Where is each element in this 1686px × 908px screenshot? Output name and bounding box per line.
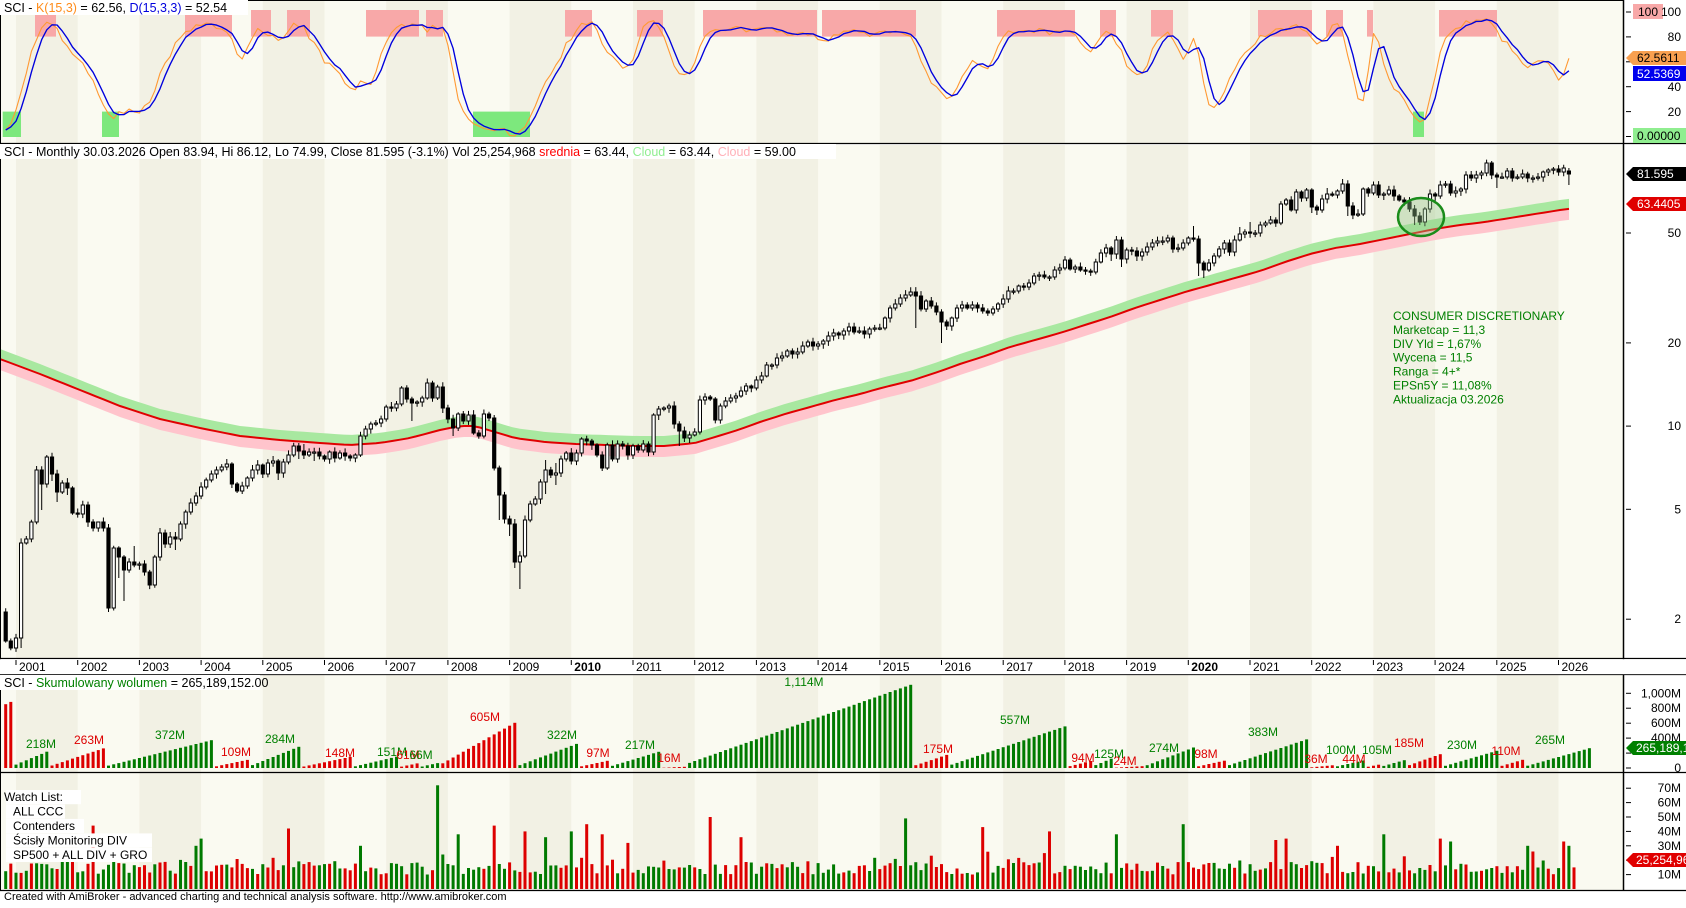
svg-text:EPSn5Y = 11,08%: EPSn5Y = 11,08%	[1393, 379, 1492, 393]
svg-text:185M: 185M	[1394, 736, 1424, 750]
svg-text:40M: 40M	[1658, 824, 1681, 838]
svg-text:Created with AmiBroker - advan: Created with AmiBroker - advanced charti…	[4, 891, 507, 903]
svg-text:10M: 10M	[1658, 868, 1681, 882]
svg-text:274M: 274M	[1149, 741, 1179, 755]
svg-text:2004: 2004	[204, 660, 231, 674]
svg-text:Watch List:: Watch List:	[4, 790, 63, 804]
svg-text:Aktualizacja 03.2026: Aktualizacja 03.2026	[1393, 392, 1504, 406]
svg-text:40: 40	[1668, 80, 1682, 94]
svg-text:105M: 105M	[1362, 743, 1392, 757]
svg-text:0.00000: 0.00000	[1637, 129, 1681, 143]
svg-text:1,000M: 1,000M	[1641, 686, 1681, 700]
svg-text:0: 0	[1674, 761, 1681, 775]
svg-text:2012: 2012	[698, 660, 725, 674]
svg-text:600M: 600M	[1651, 716, 1681, 730]
svg-text:SCI - K(15,3) = 62.56, D(15,3,: SCI - K(15,3) = 62.56, D(15,3,3) = 52.54	[4, 1, 227, 15]
svg-text:2023: 2023	[1376, 660, 1403, 674]
svg-text:20: 20	[1668, 105, 1682, 119]
svg-text:20: 20	[1668, 336, 1682, 350]
svg-text:2: 2	[1674, 612, 1681, 626]
svg-text:98M: 98M	[1194, 747, 1217, 761]
svg-text:110M: 110M	[1491, 744, 1520, 758]
svg-text:Contenders: Contenders	[13, 819, 75, 833]
svg-text:2013: 2013	[759, 660, 786, 674]
svg-text:2020: 2020	[1191, 660, 1218, 674]
svg-text:2024: 2024	[1438, 660, 1465, 674]
svg-text:Wycena = 11,5: Wycena = 11,5	[1393, 351, 1473, 365]
svg-text:2015: 2015	[883, 660, 910, 674]
svg-text:2005: 2005	[266, 660, 293, 674]
svg-text:24M: 24M	[1113, 754, 1136, 768]
svg-text:2009: 2009	[513, 660, 540, 674]
svg-text:265M: 265M	[1535, 733, 1565, 747]
svg-text:2011: 2011	[636, 660, 662, 674]
svg-text:2001: 2001	[19, 660, 46, 674]
svg-text:2025: 2025	[1500, 660, 1527, 674]
svg-text:557M: 557M	[1000, 713, 1030, 727]
svg-text:230M: 230M	[1447, 738, 1477, 752]
svg-text:Ranga = 4+*: Ranga = 4+*	[1393, 365, 1461, 379]
svg-text:Ścisły Monitoring DIV: Ścisły Monitoring DIV	[13, 832, 127, 847]
svg-text:217M: 217M	[625, 738, 655, 752]
svg-text:800M: 800M	[1651, 701, 1681, 715]
svg-text:80: 80	[1668, 30, 1682, 44]
svg-text:60M: 60M	[1658, 796, 1681, 810]
svg-text:2007: 2007	[389, 660, 416, 674]
svg-text:SP500 + ALL DIV + GRO: SP500 + ALL DIV + GRO	[13, 848, 147, 862]
svg-text:2022: 2022	[1315, 660, 1342, 674]
svg-text:SCI - Skumulowany wolumen = 26: SCI - Skumulowany wolumen = 265,189,152.…	[4, 676, 268, 690]
svg-text:CONSUMER DISCRETIONARY: CONSUMER DISCRETIONARY	[1393, 309, 1565, 323]
svg-text:2014: 2014	[821, 660, 848, 674]
svg-text:50: 50	[1668, 226, 1682, 240]
svg-text:2008: 2008	[451, 660, 478, 674]
svg-text:SCI - Monthly 30.03.2026 Open: SCI - Monthly 30.03.2026 Open 83.94, Hi …	[4, 145, 796, 159]
svg-text:322M: 322M	[547, 728, 577, 742]
svg-text:372M: 372M	[155, 728, 185, 742]
svg-text:50M: 50M	[1658, 810, 1681, 824]
svg-text:148M: 148M	[325, 746, 355, 760]
svg-text:100: 100	[1661, 5, 1681, 19]
svg-text:175M: 175M	[923, 742, 953, 756]
svg-text:2026: 2026	[1562, 660, 1589, 674]
svg-text:70M: 70M	[1658, 781, 1681, 795]
svg-text:52.5369: 52.5369	[1637, 67, 1681, 81]
svg-text:1,114M: 1,114M	[784, 675, 823, 689]
svg-text:383M: 383M	[1248, 725, 1278, 739]
svg-text:62.5611: 62.5611	[1637, 51, 1680, 65]
svg-text:2018: 2018	[1068, 660, 1095, 674]
svg-text:ALL CCC: ALL CCC	[13, 805, 64, 819]
svg-text:218M: 218M	[26, 737, 56, 751]
svg-text:263M: 263M	[74, 733, 104, 747]
svg-text:16M: 16M	[657, 751, 680, 765]
svg-text:97M: 97M	[586, 746, 609, 760]
svg-text:66M: 66M	[409, 748, 432, 762]
svg-text:Marketcap = 11,3: Marketcap = 11,3	[1393, 323, 1485, 337]
svg-text:10: 10	[1668, 419, 1682, 433]
svg-text:36M: 36M	[1304, 752, 1327, 766]
svg-text:81.595: 81.595	[1637, 167, 1674, 181]
svg-text:605M: 605M	[470, 710, 500, 724]
svg-text:284M: 284M	[265, 732, 295, 746]
svg-text:2021: 2021	[1253, 660, 1280, 674]
svg-text:2002: 2002	[81, 660, 108, 674]
svg-text:2019: 2019	[1130, 660, 1157, 674]
svg-text:25,254,96: 25,254,96	[1636, 853, 1686, 867]
svg-text:94M: 94M	[1071, 751, 1094, 765]
svg-text:100: 100	[1638, 5, 1658, 19]
svg-text:2010: 2010	[574, 660, 601, 674]
svg-text:2006: 2006	[328, 660, 355, 674]
svg-text:DIV Yld = 1,67%: DIV Yld = 1,67%	[1393, 337, 1481, 351]
svg-text:63.4405: 63.4405	[1637, 197, 1681, 211]
svg-text:5: 5	[1674, 502, 1681, 516]
svg-text:2003: 2003	[142, 660, 169, 674]
svg-text:30M: 30M	[1658, 839, 1681, 853]
svg-text:2016: 2016	[945, 660, 972, 674]
svg-text:265,189,1: 265,189,1	[1636, 741, 1686, 755]
svg-text:2017: 2017	[1006, 660, 1033, 674]
svg-text:109M: 109M	[221, 745, 251, 759]
